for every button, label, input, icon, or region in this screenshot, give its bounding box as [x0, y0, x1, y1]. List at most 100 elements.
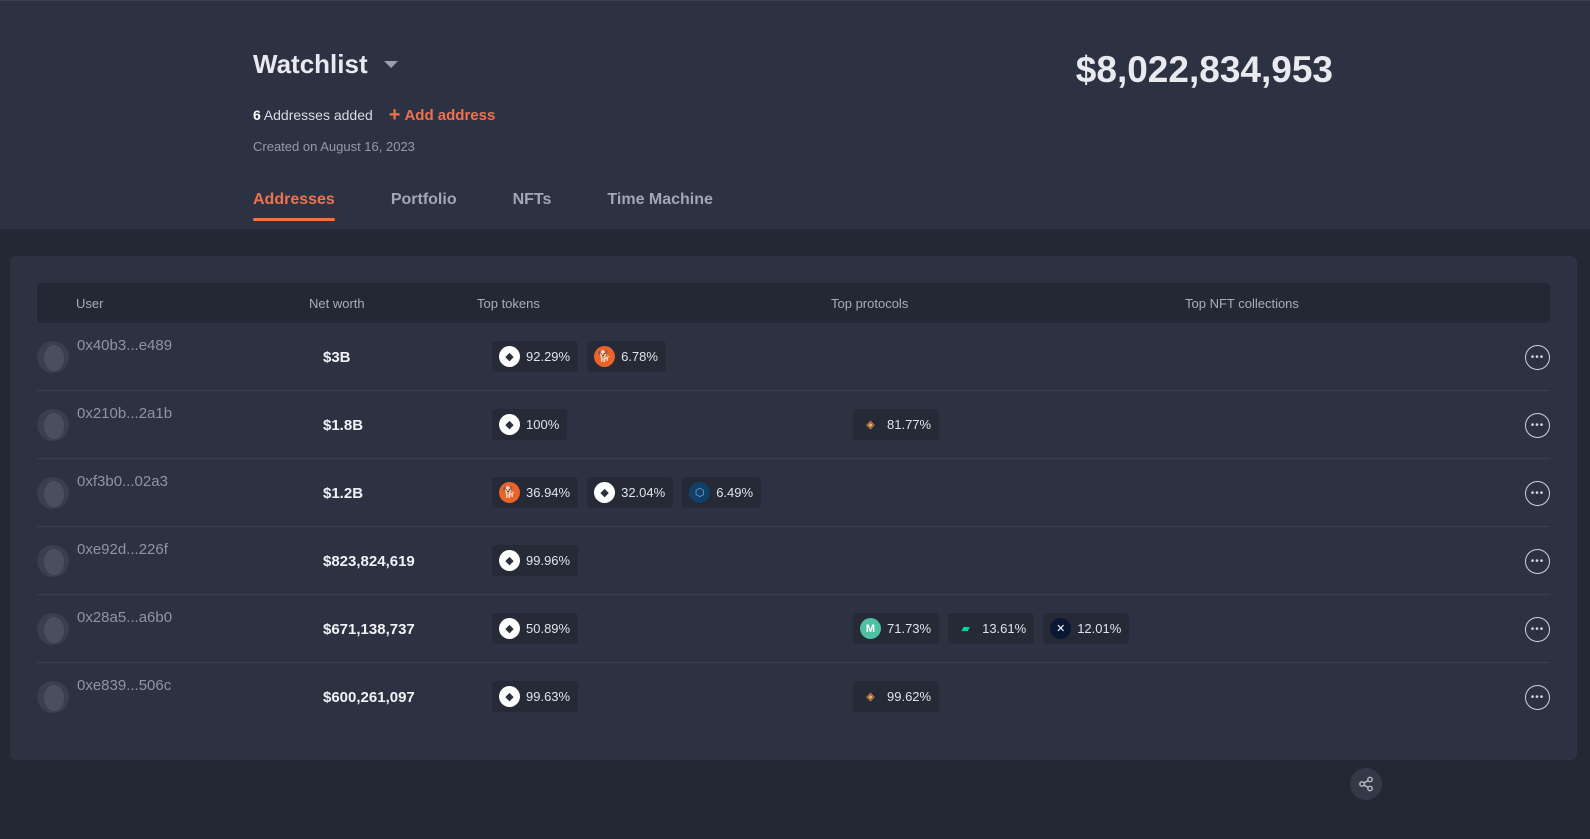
lido-icon: ◈: [866, 691, 875, 703]
eth-icon: ◆: [594, 482, 616, 503]
table-row[interactable]: 0xe839...506c $600,261,097 ◆ 99.63% ◈ 99.62% •…: [37, 663, 1550, 731]
share-button[interactable]: [1350, 768, 1382, 800]
protocol-chip[interactable]: ◈ 81.77%: [853, 409, 940, 440]
top-tokens: 🐕 36.94% ◆ 32.04% ⬡ 6.49%: [492, 477, 770, 508]
token-chip[interactable]: ◆ 99.96%: [492, 545, 579, 576]
shib-icon: 🐕: [499, 482, 520, 503]
net-worth-value: $1.8B: [323, 417, 364, 434]
protocol-chip[interactable]: ◈ 99.62%: [853, 681, 940, 712]
more-options-button[interactable]: •••: [1525, 685, 1550, 710]
avatar: [37, 341, 69, 373]
protocol-chip[interactable]: M 71.73%: [853, 613, 940, 644]
token-chip[interactable]: ⬡ 6.49%: [682, 477, 762, 508]
token-chip[interactable]: ◆ 50.89%: [492, 613, 579, 644]
tab-portfolio[interactable]: Portfolio: [390, 191, 457, 208]
allocation-percent: 99.62%: [887, 689, 932, 704]
total-net-worth: $8,022,834,953: [1075, 49, 1333, 90]
table-header: User Net worth Top tokens Top protocols …: [37, 283, 1550, 323]
column-net-worth: Net worth: [309, 296, 365, 311]
allocation-percent: 100%: [526, 417, 560, 432]
token-chip[interactable]: ◆ 100%: [492, 409, 568, 440]
protocol-chip[interactable]: ✕ 12.01%: [1043, 613, 1130, 644]
avatar: [37, 681, 69, 713]
allocation-percent: 50.89%: [526, 621, 571, 636]
tab-bar: Addresses Portfolio NFTs Time Machine: [253, 191, 769, 221]
user-address-link[interactable]: 0x28a5...a6b0: [77, 609, 173, 626]
tab-nfts[interactable]: NFTs: [512, 191, 552, 208]
title-row: Watchlist: [253, 49, 398, 80]
table-row[interactable]: 0xf3b0...02a3 $1.2B 🐕 36.94% ◆ 32.04% ⬡ 6.49% ••…: [37, 459, 1550, 527]
addresses-added-label: Addresses added: [263, 107, 373, 123]
allocation-percent: 92.29%: [526, 349, 571, 364]
allocation-percent: 12.01%: [1077, 621, 1122, 636]
allocation-percent: 71.73%: [887, 621, 932, 636]
token-chip[interactable]: 🐕 36.94%: [492, 477, 579, 508]
top-protocols: ◈ 81.77%: [853, 409, 948, 440]
more-options-button[interactable]: •••: [1525, 481, 1550, 506]
table-row[interactable]: 0x28a5...a6b0 $671,138,737 ◆ 50.89% M 71.73% ▰…: [37, 595, 1550, 663]
top-tokens: ◆ 50.89%: [492, 613, 587, 644]
net-worth-value: $671,138,737: [323, 621, 415, 638]
top-tokens: ◆ 99.63%: [492, 681, 587, 712]
user-address-link[interactable]: 0xe92d...226f: [77, 541, 168, 558]
morpho-icon: ✕: [1050, 618, 1072, 639]
more-options-button[interactable]: •••: [1525, 345, 1550, 370]
tab-addresses[interactable]: Addresses: [253, 191, 335, 221]
table-row[interactable]: 0x40b3...e489 $3B ◆ 92.29% 🐕 6.78% •••: [37, 323, 1550, 391]
allocation-percent: 99.63%: [526, 689, 571, 704]
avatar: [37, 409, 69, 441]
top-protocols: M 71.73% ▰ 13.61% ✕ 12.01%: [853, 613, 1138, 644]
lido-icon: ◈: [866, 419, 875, 431]
compound-icon: ▰: [961, 623, 970, 635]
eth-icon: ◆: [499, 686, 520, 707]
allocation-percent: 6.78%: [621, 349, 658, 364]
cro-icon: ⬡: [689, 482, 711, 503]
eth-icon: ◆: [499, 550, 520, 571]
add-address-label: Add address: [404, 106, 496, 124]
allocation-percent: 6.49%: [716, 485, 754, 500]
token-chip[interactable]: 🐕 6.78%: [587, 341, 666, 372]
column-user: User: [76, 296, 104, 311]
user-address-link[interactable]: 0xe839...506c: [77, 677, 172, 694]
addresses-table-card: User Net worth Top tokens Top protocols …: [10, 256, 1577, 760]
token-chip[interactable]: ◆ 92.29%: [492, 341, 579, 372]
tab-time-machine[interactable]: Time Machine: [607, 191, 713, 208]
column-top-protocols: Top protocols: [831, 296, 909, 311]
column-top-tokens: Top tokens: [477, 296, 540, 311]
eth-icon: ◆: [499, 414, 520, 435]
user-address-link[interactable]: 0x210b...2a1b: [77, 405, 173, 422]
allocation-percent: 99.96%: [526, 553, 571, 568]
address-summary: 6 Addresses added + Add address: [253, 105, 495, 125]
net-worth-value: $3B: [323, 349, 351, 366]
address-count: 6: [253, 107, 261, 123]
caret-down-icon[interactable]: [383, 61, 398, 68]
avatar: [37, 477, 69, 509]
page-title: Watchlist: [253, 49, 368, 79]
token-chip[interactable]: ◆ 32.04%: [587, 477, 674, 508]
token-chip[interactable]: ◆ 99.63%: [492, 681, 579, 712]
table-row[interactable]: 0x210b...2a1b $1.8B ◆ 100% ◈ 81.77% •••: [37, 391, 1550, 459]
add-address-button[interactable]: + Add address: [389, 105, 496, 125]
more-options-button[interactable]: •••: [1525, 549, 1550, 574]
user-address-link[interactable]: 0x40b3...e489: [77, 337, 173, 354]
protocol-chip[interactable]: ▰ 13.61%: [948, 613, 1035, 644]
table-row[interactable]: 0xe92d...226f $823,824,619 ◆ 99.96% •••: [37, 527, 1550, 595]
net-worth-value: $600,261,097: [323, 689, 415, 706]
created-date: Created on August 16, 2023: [253, 139, 415, 154]
allocation-percent: 81.77%: [887, 417, 932, 432]
net-worth-value: $823,824,619: [323, 553, 415, 570]
avatar: [37, 545, 69, 577]
top-tokens: ◆ 100%: [492, 409, 576, 440]
column-top-nft-collections: Top NFT collections: [1185, 296, 1299, 311]
more-options-button[interactable]: •••: [1525, 413, 1550, 438]
more-options-button[interactable]: •••: [1525, 617, 1550, 642]
shib-icon: 🐕: [594, 346, 616, 367]
net-worth-value: $1.2B: [323, 485, 364, 502]
plus-icon: +: [388, 104, 401, 126]
top-tokens: ◆ 92.29% 🐕 6.78%: [492, 341, 675, 372]
user-address-link[interactable]: 0xf3b0...02a3: [77, 473, 168, 490]
allocation-percent: 32.04%: [621, 485, 666, 500]
maker-icon: M: [860, 618, 881, 639]
eth-icon: ◆: [499, 618, 520, 639]
top-tokens: ◆ 99.96%: [492, 545, 587, 576]
